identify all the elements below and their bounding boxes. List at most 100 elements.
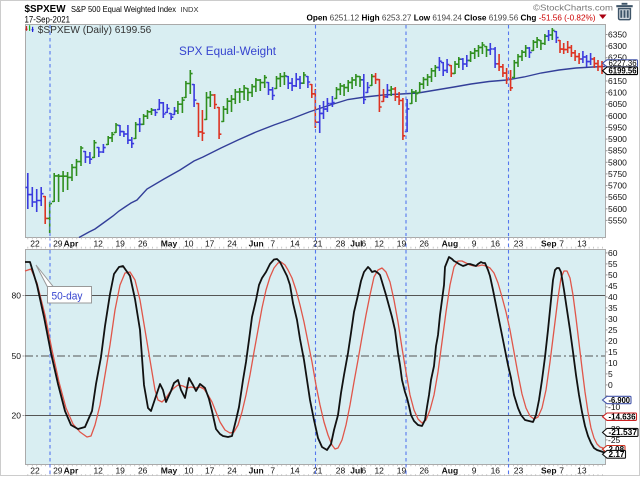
svg-text:24: 24	[227, 465, 237, 475]
svg-text:Open 6251.12 High 6253.27 Low: Open 6251.12 High 6253.27 Low 6194.24 Cl…	[307, 13, 596, 23]
svg-text:25: 25	[608, 325, 618, 335]
svg-text:6300: 6300	[608, 41, 627, 51]
svg-text:5850: 5850	[608, 146, 627, 156]
svg-text:5650: 5650	[608, 192, 627, 202]
svg-text:6350: 6350	[608, 30, 627, 40]
svg-text:20: 20	[12, 411, 22, 421]
svg-text:40: 40	[608, 292, 618, 302]
svg-text:6: 6	[361, 238, 366, 248]
svg-text:Jul: Jul	[350, 465, 362, 475]
svg-text:7: 7	[270, 465, 275, 475]
svg-text:16: 16	[491, 238, 501, 248]
svg-text:5950: 5950	[608, 123, 627, 133]
svg-text:5900: 5900	[608, 134, 627, 144]
svg-text:7: 7	[559, 238, 564, 248]
svg-text:-14.636: -14.636	[609, 413, 637, 422]
svg-text:26: 26	[138, 465, 148, 475]
svg-text:6: 6	[361, 465, 366, 475]
svg-text:Apr: Apr	[64, 465, 79, 475]
svg-text:19: 19	[115, 465, 125, 475]
svg-text:80: 80	[12, 291, 22, 301]
svg-text:10: 10	[184, 465, 194, 475]
svg-text:30: 30	[608, 314, 618, 324]
svg-text:50-day: 50-day	[52, 291, 83, 303]
svg-text:50: 50	[608, 270, 618, 280]
svg-text:35: 35	[608, 303, 618, 313]
svg-text:12: 12	[374, 238, 384, 248]
svg-text:2.08: 2.08	[609, 445, 625, 454]
svg-text:Aug: Aug	[442, 238, 459, 248]
svg-text:May: May	[161, 465, 178, 475]
svg-text:19: 19	[397, 465, 407, 475]
svg-text:20: 20	[608, 336, 618, 346]
svg-text:23: 23	[514, 465, 524, 475]
svg-text:6250: 6250	[608, 53, 627, 63]
svg-text:6000: 6000	[608, 111, 627, 121]
svg-text:15: 15	[608, 347, 618, 357]
svg-text:14: 14	[290, 238, 300, 248]
svg-text:12: 12	[93, 465, 103, 475]
svg-text:5700: 5700	[608, 181, 627, 191]
svg-text:50: 50	[12, 351, 22, 361]
svg-text:24: 24	[227, 238, 237, 248]
svg-text:Sep: Sep	[541, 465, 557, 475]
svg-text:17-Sep-2021: 17-Sep-2021	[25, 14, 71, 25]
svg-text:28: 28	[336, 465, 346, 475]
svg-text:17: 17	[205, 465, 215, 475]
svg-text:45: 45	[608, 281, 618, 291]
svg-text:-25: -25	[608, 435, 621, 445]
svg-text:19: 19	[115, 238, 125, 248]
svg-text:21: 21	[313, 465, 323, 475]
svg-text:12: 12	[93, 238, 103, 248]
svg-text:5750: 5750	[608, 169, 627, 179]
svg-text:6199.56: 6199.56	[609, 67, 638, 76]
svg-text:6150: 6150	[608, 76, 627, 86]
svg-text:5600: 5600	[608, 204, 627, 214]
svg-text:6100: 6100	[608, 88, 627, 98]
svg-text:26: 26	[419, 465, 429, 475]
svg-text:23: 23	[514, 238, 524, 248]
svg-text:29: 29	[53, 465, 63, 475]
svg-text:7: 7	[270, 238, 275, 248]
svg-text:10: 10	[184, 238, 194, 248]
svg-text:13: 13	[577, 238, 587, 248]
svg-text:22: 22	[30, 238, 40, 248]
svg-text:S&P 500 Equal Weighted Index: S&P 500 Equal Weighted Index	[71, 5, 176, 14]
svg-text:9: 9	[472, 238, 477, 248]
svg-text:©StockCharts.com: ©StockCharts.com	[533, 3, 613, 13]
svg-text:Aug: Aug	[442, 465, 459, 475]
svg-text:7: 7	[559, 465, 564, 475]
svg-text:6050: 6050	[608, 99, 627, 109]
svg-text:-6.900: -6.900	[609, 396, 631, 405]
svg-text:17: 17	[205, 238, 215, 248]
svg-text:SPX Equal-Weight: SPX Equal-Weight	[179, 46, 277, 58]
svg-text:26: 26	[419, 238, 429, 248]
svg-text:-21.537: -21.537	[609, 428, 638, 437]
svg-text:12: 12	[374, 465, 384, 475]
svg-text:INDX: INDX	[181, 5, 199, 14]
svg-text:26: 26	[138, 238, 148, 248]
svg-text:May: May	[161, 238, 178, 248]
svg-text:Jun: Jun	[249, 238, 264, 248]
svg-text:29: 29	[53, 238, 63, 248]
svg-text:$SPXEW (Daily) 6199.56: $SPXEW (Daily) 6199.56	[38, 24, 152, 36]
svg-text:5550: 5550	[608, 215, 627, 225]
svg-text:19: 19	[397, 238, 407, 248]
svg-text:9: 9	[472, 465, 477, 475]
svg-text:Jun: Jun	[249, 465, 264, 475]
svg-text:55: 55	[608, 259, 618, 269]
svg-text:5800: 5800	[608, 157, 627, 167]
svg-text:14: 14	[290, 465, 300, 475]
svg-text:-10: -10	[608, 402, 621, 412]
svg-text:22: 22	[30, 465, 40, 475]
svg-text:10: 10	[608, 358, 618, 368]
svg-text:0: 0	[608, 380, 613, 390]
svg-text:6227.36: 6227.36	[609, 59, 638, 68]
svg-text:$SPXEW: $SPXEW	[25, 4, 67, 15]
svg-text:2.17: 2.17	[609, 450, 626, 459]
svg-text:Sep: Sep	[541, 238, 557, 248]
svg-text:16: 16	[491, 465, 501, 475]
svg-text:28: 28	[336, 238, 346, 248]
svg-text:60: 60	[608, 248, 618, 258]
svg-text:Apr: Apr	[64, 238, 79, 248]
